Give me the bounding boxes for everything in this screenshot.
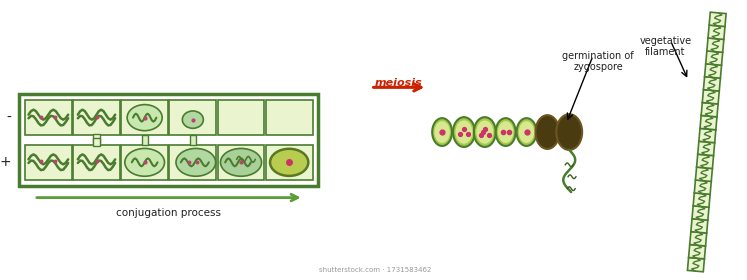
Ellipse shape xyxy=(456,120,473,144)
Polygon shape xyxy=(707,38,724,52)
Polygon shape xyxy=(692,206,709,220)
Polygon shape xyxy=(701,102,718,117)
Ellipse shape xyxy=(176,148,216,176)
Ellipse shape xyxy=(453,117,475,147)
Polygon shape xyxy=(695,167,713,181)
Bar xyxy=(217,100,264,135)
Polygon shape xyxy=(698,141,715,156)
Polygon shape xyxy=(706,51,722,65)
Bar xyxy=(73,145,120,180)
Polygon shape xyxy=(694,180,711,194)
Polygon shape xyxy=(700,115,717,130)
Ellipse shape xyxy=(125,148,164,176)
Bar xyxy=(93,134,101,143)
Ellipse shape xyxy=(536,115,560,149)
Polygon shape xyxy=(693,193,710,207)
Polygon shape xyxy=(702,90,719,104)
Ellipse shape xyxy=(433,118,452,146)
Polygon shape xyxy=(704,77,720,91)
Polygon shape xyxy=(687,258,704,272)
Bar xyxy=(266,100,312,135)
Ellipse shape xyxy=(270,149,309,176)
Ellipse shape xyxy=(517,118,536,146)
Ellipse shape xyxy=(220,148,261,176)
Polygon shape xyxy=(699,128,716,143)
Ellipse shape xyxy=(182,111,203,128)
Bar xyxy=(25,145,72,180)
Text: -: - xyxy=(6,111,11,125)
Polygon shape xyxy=(689,244,706,259)
Ellipse shape xyxy=(477,120,493,144)
Text: meiosis: meiosis xyxy=(375,78,423,88)
Text: conjugation process: conjugation process xyxy=(117,207,221,218)
Ellipse shape xyxy=(434,121,450,143)
Polygon shape xyxy=(708,25,725,39)
Bar xyxy=(142,135,148,145)
Bar xyxy=(25,100,72,135)
Ellipse shape xyxy=(498,121,513,143)
Bar xyxy=(190,135,196,145)
Polygon shape xyxy=(709,12,726,27)
Bar xyxy=(170,100,216,135)
Text: germination of
zygospore: germination of zygospore xyxy=(562,51,634,72)
Bar xyxy=(121,145,168,180)
Ellipse shape xyxy=(518,121,534,143)
Text: +: + xyxy=(0,155,11,169)
Bar xyxy=(121,100,168,135)
Text: vegetative
filament: vegetative filament xyxy=(639,36,692,57)
Bar xyxy=(73,100,120,135)
Bar xyxy=(93,138,101,146)
Bar xyxy=(170,145,216,180)
Ellipse shape xyxy=(127,105,162,131)
Ellipse shape xyxy=(557,114,582,150)
Polygon shape xyxy=(704,64,722,78)
Ellipse shape xyxy=(496,118,515,146)
Bar xyxy=(19,94,318,186)
Bar xyxy=(266,145,312,180)
Polygon shape xyxy=(697,154,713,169)
Polygon shape xyxy=(691,219,708,233)
Text: shutterstock.com · 1731583462: shutterstock.com · 1731583462 xyxy=(320,267,432,273)
Bar xyxy=(217,145,264,180)
Ellipse shape xyxy=(474,117,496,147)
Polygon shape xyxy=(689,232,707,246)
